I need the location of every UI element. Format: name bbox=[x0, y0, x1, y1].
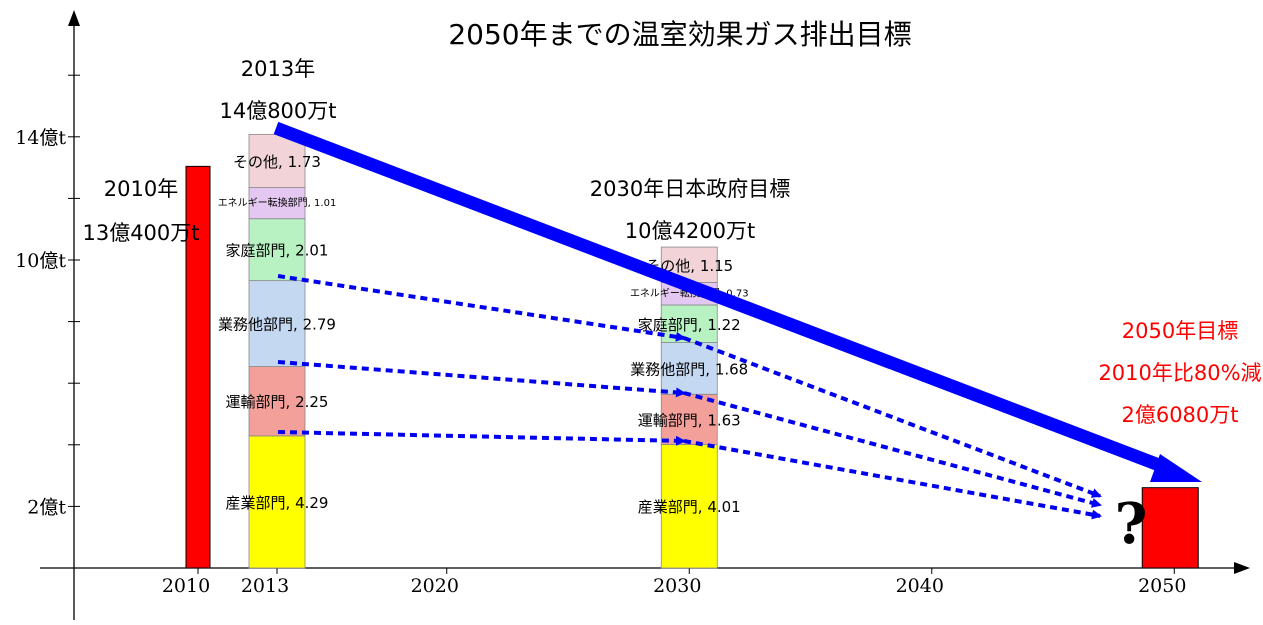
x-axis-arrowhead bbox=[1234, 562, 1250, 574]
y-axis-ticks: 2億t 10億t 14億t bbox=[15, 74, 80, 518]
x-tick-label: 2030 bbox=[653, 575, 701, 597]
trend-arrow-household-a bbox=[277, 274, 686, 342]
segment-label: その他, 1.73 bbox=[233, 153, 321, 171]
segment-label: 業務他部門, 1.68 bbox=[630, 360, 748, 378]
bar-2030-segment bbox=[660, 393, 718, 445]
x-axis-ticks: 2010 2013 2020 2030 2040 2050 bbox=[162, 568, 1186, 597]
annotation-2013: 2013年 bbox=[241, 57, 315, 81]
bar-2050 bbox=[1141, 487, 1199, 569]
bars: 産業部門, 4.29 運輸部門, 2.25 業務他部門, 2.79 家庭部門, 2.0… bbox=[185, 133, 1199, 569]
bar-annotations: 2010年 13億400万t 2013年 14億800万t 2030年日本政府目標 10億… bbox=[82, 57, 1261, 427]
annotation-2010: 2010年 bbox=[104, 177, 178, 201]
y-tick-label: 10億t bbox=[15, 250, 66, 272]
y-axis-arrowhead bbox=[68, 10, 80, 26]
trend-arrow-business-b bbox=[683, 391, 1102, 508]
trend-arrow-household-b bbox=[683, 336, 1102, 498]
x-tick-label: 2010 bbox=[162, 575, 210, 597]
bar-2013-segment bbox=[248, 133, 306, 189]
annotation-2030: 10億4200万t bbox=[625, 219, 755, 243]
y-tick-label: 2億t bbox=[27, 496, 66, 518]
bar-2010 bbox=[185, 165, 211, 569]
segment-label: エネルギー転換部門, 1.01 bbox=[218, 196, 337, 209]
segment-label: 家庭部門, 1.22 bbox=[638, 316, 741, 334]
bar-2013-segment bbox=[248, 280, 306, 367]
x-tick-label: 2050 bbox=[1138, 575, 1186, 597]
segment-label: 運輸部門, 1.63 bbox=[638, 411, 741, 429]
segment-label: 運輸部門, 2.25 bbox=[226, 393, 329, 411]
trend-arrow-transport-a bbox=[277, 430, 686, 446]
overall-trend-arrow bbox=[273, 121, 1202, 482]
annotation-2050: 2010年比80%減 bbox=[1098, 361, 1261, 385]
segment-label: 産業部門, 4.29 bbox=[226, 494, 329, 512]
sector-trend-arrows bbox=[277, 274, 1102, 520]
x-tick-label: 2040 bbox=[896, 575, 944, 597]
bar-2013-segment bbox=[248, 435, 306, 569]
x-tick-label: 2013 bbox=[241, 575, 289, 597]
segment-label: 産業部門, 4.01 bbox=[638, 498, 741, 516]
segment-label: その他, 1.15 bbox=[645, 257, 733, 275]
bar-2013-segment bbox=[248, 187, 306, 220]
annotation-2030: 2030年日本政府目標 bbox=[590, 177, 790, 201]
bar-2013-segment bbox=[248, 366, 306, 437]
unknown-breakdown-mark: ? bbox=[1115, 491, 1148, 557]
trend-arrow-transport-b bbox=[683, 439, 1102, 520]
x-tick-label: 2020 bbox=[411, 575, 459, 597]
y-tick-label: 14億t bbox=[15, 127, 66, 149]
segment-label: 業務他部門, 2.79 bbox=[218, 316, 336, 334]
bar-2013-segment bbox=[248, 218, 306, 282]
trend-arrow-business-a bbox=[277, 360, 686, 398]
annotation-2013: 14億800万t bbox=[219, 99, 336, 123]
annotation-2050: 2050年目標 bbox=[1122, 319, 1238, 343]
annotation-2010: 13億400万t bbox=[82, 221, 199, 245]
segment-label: 家庭部門, 2.01 bbox=[226, 242, 329, 260]
chart-title: 2050年までの温室効果ガス排出目標 bbox=[448, 18, 911, 51]
annotation-2050: 2億6080万t bbox=[1121, 403, 1238, 427]
